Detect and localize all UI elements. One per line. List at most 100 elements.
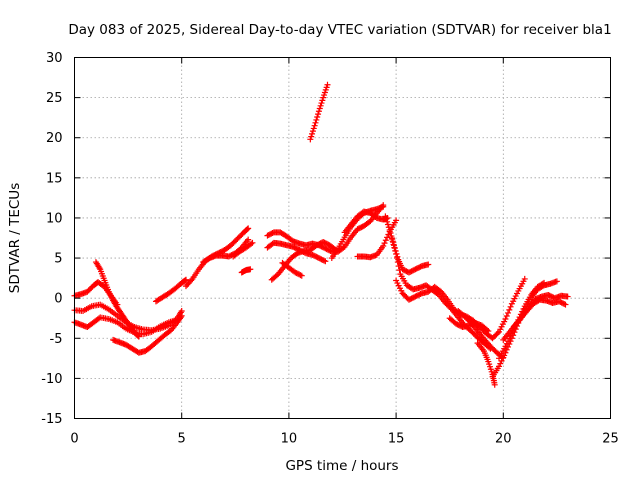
data-point: [393, 217, 400, 224]
data-point: [384, 218, 391, 225]
data-point: [134, 332, 141, 339]
data-point: [313, 116, 320, 123]
data-point: [245, 236, 252, 243]
data-point: [247, 266, 254, 273]
tick-labels: 0 5 10 15 20 25 -15 -10 -5 0 5 10 15 20 25 30: [41, 51, 619, 447]
data-point: [316, 105, 323, 112]
data-point: [319, 97, 326, 104]
y-tick-label: -15: [41, 412, 62, 427]
series-track-04: [92, 259, 142, 340]
data-point: [297, 272, 304, 279]
data-point: [394, 259, 401, 266]
data-point: [384, 221, 391, 228]
data-point: [245, 225, 252, 232]
y-tick-label: 10: [46, 211, 63, 226]
data-point: [177, 314, 184, 321]
series-track-03: [71, 314, 181, 338]
data-point: [182, 276, 189, 283]
series-track-10: [238, 266, 254, 276]
x-tick-label: 20: [495, 432, 512, 447]
data-point: [383, 216, 390, 223]
data-point: [385, 224, 392, 231]
x-tick-label: 10: [281, 432, 298, 447]
series-track-09: [230, 239, 256, 260]
series-track-14: [279, 259, 305, 279]
data-point: [485, 328, 492, 335]
y-tick-label: -10: [41, 372, 62, 387]
x-tick-label: 5: [178, 432, 186, 447]
data-point: [392, 247, 399, 254]
data-point: [182, 277, 189, 284]
grid-lines: [74, 57, 611, 419]
y-tick-label: 15: [46, 171, 63, 186]
series-track-18: [354, 217, 400, 261]
data-point: [309, 130, 316, 137]
data-point: [389, 238, 396, 245]
data-point: [324, 81, 331, 88]
data-point: [505, 309, 512, 316]
x-axis-title: GPS time / hours: [285, 458, 398, 474]
data-point: [249, 239, 256, 246]
data-point: [396, 267, 403, 274]
y-tick-label: 5: [54, 252, 62, 267]
data-point: [539, 280, 546, 287]
data-point: [380, 203, 387, 210]
data-point: [491, 381, 498, 388]
data-point: [502, 316, 509, 323]
data-point: [384, 234, 391, 241]
data-point: [497, 360, 504, 367]
data-point: [312, 119, 319, 126]
data-point: [496, 363, 503, 370]
data-point: [381, 240, 388, 247]
data-point: [315, 111, 322, 118]
data-points: [71, 81, 571, 388]
data-point: [382, 237, 389, 244]
data-point: [248, 240, 255, 247]
data-point: [244, 226, 251, 233]
x-tick-label: 15: [388, 432, 405, 447]
series-track-15: [307, 81, 331, 143]
data-point: [494, 330, 501, 337]
data-point: [387, 230, 394, 237]
data-point: [309, 128, 316, 135]
data-point: [386, 226, 393, 233]
x-tick-label: 25: [602, 432, 619, 447]
data-point: [318, 100, 325, 107]
y-axis-title: SDTVAR / TECUs: [7, 183, 23, 293]
data-point: [506, 306, 513, 313]
data-point: [317, 102, 324, 109]
series-track-28: [511, 296, 569, 330]
data-point: [314, 114, 321, 121]
data-point: [390, 241, 397, 248]
data-point: [310, 125, 317, 132]
data-point: [425, 261, 432, 268]
data-point: [562, 301, 569, 308]
data-point: [507, 303, 514, 310]
axes: [74, 57, 611, 419]
data-point: [178, 312, 185, 319]
data-point: [307, 136, 314, 143]
y-tick-label: 30: [46, 51, 63, 66]
data-point: [391, 244, 398, 251]
data-point: [393, 255, 400, 262]
series-track-06: [152, 276, 189, 305]
data-point: [553, 278, 560, 285]
data-point: [503, 312, 510, 319]
data-point: [395, 263, 402, 270]
data-point: [135, 333, 142, 340]
data-point: [388, 235, 395, 241]
data-point: [315, 108, 322, 115]
data-point: [541, 279, 548, 286]
chart-title: Day 083 of 2025, Sidereal Day-to-day VTE…: [68, 22, 611, 38]
x-tick-label: 0: [70, 432, 78, 447]
data-point: [311, 122, 318, 129]
series-track-19: [382, 213, 432, 276]
data-point: [382, 213, 389, 220]
y-tick-label: 20: [46, 131, 63, 146]
series-track-26: [496, 279, 548, 362]
y-tick-label: -5: [50, 332, 63, 347]
plot-frame: [74, 57, 611, 419]
data-point: [521, 275, 528, 282]
y-tick-label: 0: [54, 292, 62, 307]
